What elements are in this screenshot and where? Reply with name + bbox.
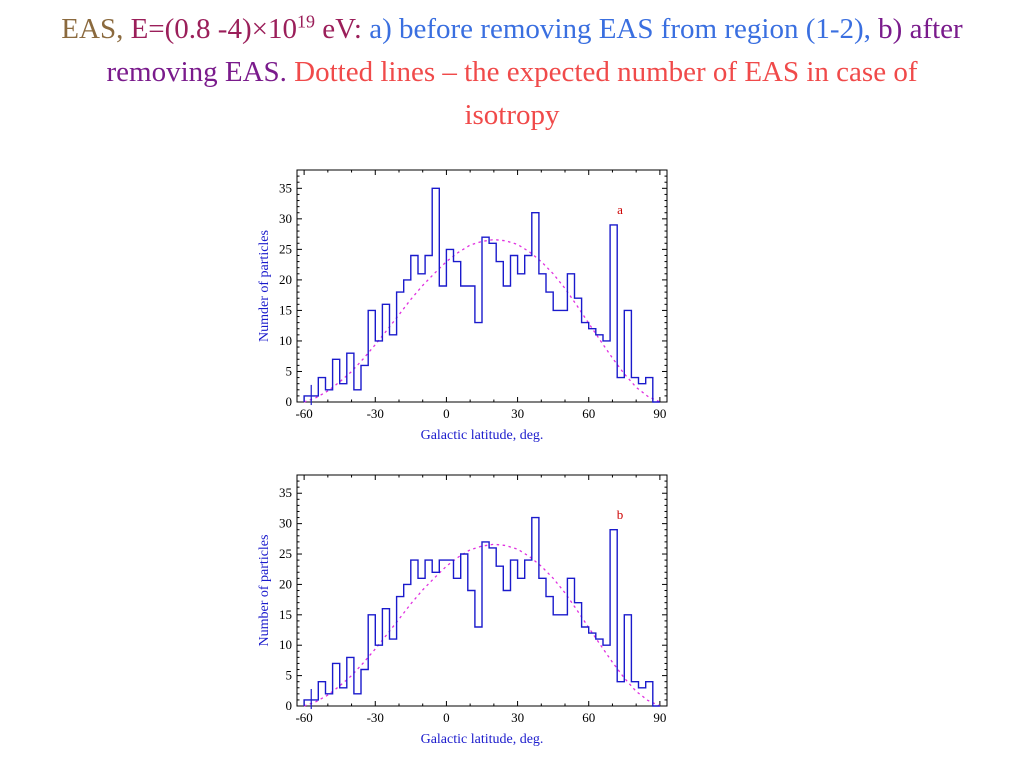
y-tick-label: 20 [279, 576, 292, 591]
y-tick-label: 25 [279, 241, 292, 256]
y-axis-label: Numder of particles [257, 230, 272, 342]
y-tick-label: 0 [286, 698, 293, 713]
x-tick-label: -60 [295, 406, 312, 421]
x-tick-label: 30 [511, 406, 524, 421]
panel-tag: b [617, 507, 624, 522]
chart-panel-a: 0 5 10 15 20 25 30 35 -60 -30 0 30 60 90 Galactic lati… [257, 169, 668, 443]
eas-histogram [303, 516, 660, 707]
x-tick-label: 90 [653, 710, 666, 725]
y-tick-label: 30 [279, 516, 292, 531]
title-segment: Dotted lines – the expected number of EA… [294, 56, 918, 131]
x-tick-label: 0 [443, 406, 450, 421]
title-segment: eV: [314, 13, 370, 45]
y-tick-label: 30 [279, 211, 292, 226]
x-tick-label: 0 [443, 710, 450, 725]
slide-title: EAS, E=(0.8 -4)×1019 eV: a) before remov… [60, 8, 964, 137]
x-axis-label: Galactic latitude, deg. [421, 428, 544, 443]
x-tick-label: 60 [582, 406, 595, 421]
expected-isotropy-curve [303, 238, 661, 403]
title-segment: 19 [296, 11, 315, 32]
title-segment: b) after removing EAS. [106, 13, 963, 88]
y-tick-label: 35 [279, 485, 292, 500]
x-tick-label: 30 [511, 710, 524, 725]
y-tick-label: 35 [279, 180, 292, 195]
y-tick-label: 15 [279, 302, 292, 317]
y-tick-label: 10 [279, 333, 292, 348]
y-axis-label: Number of particles [257, 535, 272, 647]
chart-panel-b: 0 5 10 15 20 25 30 35 -60 -30 0 30 60 90 Galactic lati… [257, 474, 668, 747]
x-tick-label: -30 [367, 406, 384, 421]
y-tick-label: 5 [286, 668, 293, 683]
y-tick-label: 0 [286, 394, 293, 409]
y-tick-label: 5 [286, 363, 293, 378]
expected-isotropy-curve [303, 543, 661, 707]
title-segment: EAS, [61, 13, 131, 45]
x-tick-label: 90 [653, 406, 666, 421]
x-tick-label: -30 [367, 710, 384, 725]
y-tick-label: 20 [279, 272, 292, 287]
title-segment: E=(0.8 -4)×10 [130, 13, 297, 45]
panel-tag: a [617, 202, 623, 217]
title-segment: a) before removing EAS from region (1-2)… [369, 13, 879, 45]
y-tick-label: 10 [279, 637, 292, 652]
x-tick-label: -60 [295, 710, 312, 725]
y-tick-label: 15 [279, 607, 292, 622]
x-axis-label: Galactic latitude, deg. [421, 732, 544, 747]
eas-histogram [303, 187, 660, 403]
x-tick-label: 60 [582, 710, 595, 725]
y-tick-label: 25 [279, 546, 292, 561]
